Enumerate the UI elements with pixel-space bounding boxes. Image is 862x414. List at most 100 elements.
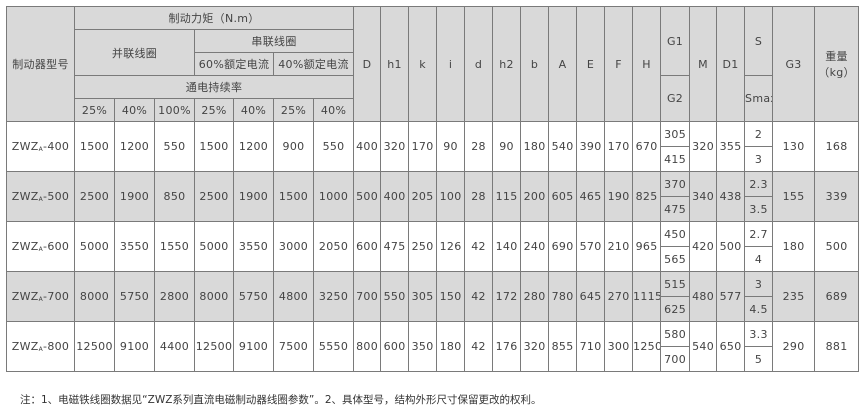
d1-cell: 438 [716,171,746,222]
header-i: i [436,6,466,122]
header-d1: D1 [716,6,746,122]
model-name: ZWZ [11,290,39,303]
dim-cell: 540 [548,121,578,172]
dim-cell: 90 [492,121,522,172]
dim-cell: 475 [380,221,410,272]
header-g2: G2 [660,75,691,122]
model-suffix: -800 [43,340,70,353]
dim-cell: 170 [408,121,438,172]
dim-cell: 320 [380,121,410,172]
torque-cell: 9100 [114,321,155,372]
g2-cell: 475 [660,196,691,222]
weight-cell: 881 [814,321,860,372]
torque-cell: 5000 [194,221,234,272]
model-subscript: A [38,346,44,353]
header-g1: G1 [660,6,691,76]
g1-cell: 450 [660,221,691,247]
model-subscript: A [38,146,44,153]
g2-cell: 625 [660,296,691,322]
m-cell: 480 [689,271,718,322]
header-a: A [548,6,578,122]
dim-cell: 670 [632,121,662,172]
torque-cell: 550 [154,121,195,172]
torque-cell: 2500 [194,171,234,222]
header-s: S [744,6,774,76]
torque-cell: 1200 [114,121,155,172]
torque-cell: 1900 [233,171,274,222]
torque-cell: 1500 [194,121,234,172]
torque-cell: 5750 [114,271,155,322]
dim-cell: 320 [520,321,550,372]
torque-cell: 12500 [74,321,115,372]
footnote: 注：1、电磁铁线圈数据见“ZWZ系列直流电磁制动器线圈参数”。2、具体型号，结构… [20,394,542,406]
smax-cell: 3.5 [744,196,774,222]
dim-cell: 400 [353,121,382,172]
dim-cell: 570 [576,221,606,272]
smax-cell: 5 [744,346,774,372]
model-cell: ZWZA-400 [6,121,75,172]
m-cell: 320 [689,121,718,172]
dim-cell: 28 [464,121,494,172]
torque-cell: 2500 [74,171,115,222]
d1-cell: 650 [716,321,746,372]
g1-cell: 515 [660,271,691,297]
dim-cell: 690 [548,221,578,272]
g2-cell: 415 [660,146,691,172]
torque-cell: 5750 [233,271,274,322]
model-name: ZWZ [11,140,39,153]
dim-cell: 170 [604,121,634,172]
s-cell: 3 [744,271,774,297]
torque-cell: 5550 [312,321,355,372]
torque-cell: 12500 [194,321,234,372]
dim-cell: 645 [576,271,606,322]
torque-cell: 1550 [154,221,195,272]
dim-cell: 1250 [632,321,662,372]
g3-cell: 155 [772,171,816,222]
model-cell: ZWZA-700 [6,271,75,322]
header-duty-col: 25% [273,98,314,122]
d1-cell: 577 [716,271,746,322]
torque-cell: 1200 [233,121,274,172]
s-cell: 2.7 [744,221,774,247]
header-duty-col: 25% [194,98,234,122]
header-f: F [604,6,634,122]
model-name: ZWZ [11,340,39,353]
header-k: k [408,6,438,122]
dim-cell: 605 [548,171,578,222]
header-h: H [632,6,662,122]
smax-cell: 4 [744,246,774,272]
g1-cell: 370 [660,171,691,197]
dim-cell: 100 [436,171,466,222]
g3-cell: 130 [772,121,816,172]
dim-cell: 600 [380,321,410,372]
dim-cell: 180 [436,321,466,372]
dim-cell: 240 [520,221,550,272]
weight-cell: 168 [814,121,860,172]
header-duty-col: 25% [74,98,115,122]
torque-cell: 1500 [273,171,314,222]
dim-cell: 42 [464,271,494,322]
header-h2: h2 [492,6,522,122]
table-row: ZWZA-400 1500 1200 550 1500 1200 900 550 400 320 1… [6,121,860,172]
torque-cell: 7500 [273,321,314,372]
dim-cell: 28 [464,171,494,222]
dim-cell: 42 [464,321,494,372]
header-h1: h1 [380,6,410,122]
model-subscript: A [38,296,44,303]
weight-cell: 339 [814,171,860,222]
header-d: d [464,6,494,122]
header-duty-col: 40% [233,98,274,122]
header-m: M [689,6,718,122]
torque-cell: 8000 [74,271,115,322]
g3-cell: 290 [772,321,816,372]
header-series-40: 40%额定电流 [272,52,355,76]
table-row: ZWZA-800 12500 9100 4400 12500 9100 7500 5550 80… [6,321,860,372]
g2-cell: 700 [660,346,691,372]
header-duty-col: 100% [154,98,195,122]
table-row: ZWZA-500 2500 1900 850 2500 1900 1500 1000 500 40… [6,171,860,222]
dim-cell: 400 [380,171,410,222]
table-row: ZWZA-700 8000 5750 2800 8000 5750 4800 3250 700 5… [6,271,860,322]
dim-cell: 965 [632,221,662,272]
model-suffix: -400 [43,140,70,153]
m-cell: 340 [689,171,718,222]
